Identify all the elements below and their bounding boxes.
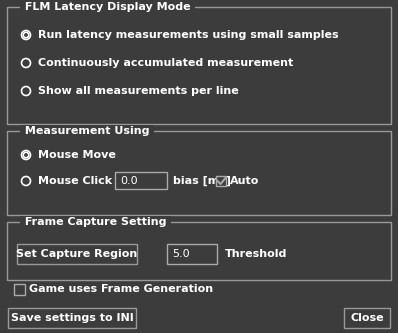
Bar <box>115 172 167 189</box>
Text: Frame Capture Setting: Frame Capture Setting <box>21 217 170 227</box>
Circle shape <box>23 32 29 38</box>
Bar <box>17 244 137 264</box>
Text: Show all measurements per line: Show all measurements per line <box>38 86 239 96</box>
Bar <box>8 308 136 328</box>
Bar <box>344 308 390 328</box>
Circle shape <box>25 34 27 36</box>
Text: Run latency measurements using small samples: Run latency measurements using small sam… <box>38 30 339 40</box>
Text: Mouse Move: Mouse Move <box>38 150 116 160</box>
Text: FLM Latency Display Mode: FLM Latency Display Mode <box>21 2 195 12</box>
Text: Auto: Auto <box>230 176 259 186</box>
Bar <box>7 222 391 280</box>
Text: Save settings to INI: Save settings to INI <box>11 313 133 323</box>
Bar <box>14 283 25 294</box>
Text: Close: Close <box>350 313 384 323</box>
Text: 0.0: 0.0 <box>120 175 138 185</box>
Text: Continuously accumulated measurement: Continuously accumulated measurement <box>38 58 293 68</box>
Bar <box>7 7 391 124</box>
Circle shape <box>23 152 29 158</box>
Text: bias [ms]: bias [ms] <box>173 176 231 186</box>
Text: Set Capture Region: Set Capture Region <box>16 249 138 259</box>
Bar <box>167 244 217 264</box>
Text: Measurement Using: Measurement Using <box>21 126 153 136</box>
Text: Game uses Frame Generation: Game uses Frame Generation <box>29 284 213 294</box>
Bar <box>7 131 391 215</box>
Text: 5.0: 5.0 <box>172 249 189 259</box>
Bar <box>216 176 226 186</box>
Text: Mouse Click: Mouse Click <box>38 176 112 186</box>
Text: Threshold: Threshold <box>225 249 287 259</box>
Circle shape <box>25 154 27 156</box>
